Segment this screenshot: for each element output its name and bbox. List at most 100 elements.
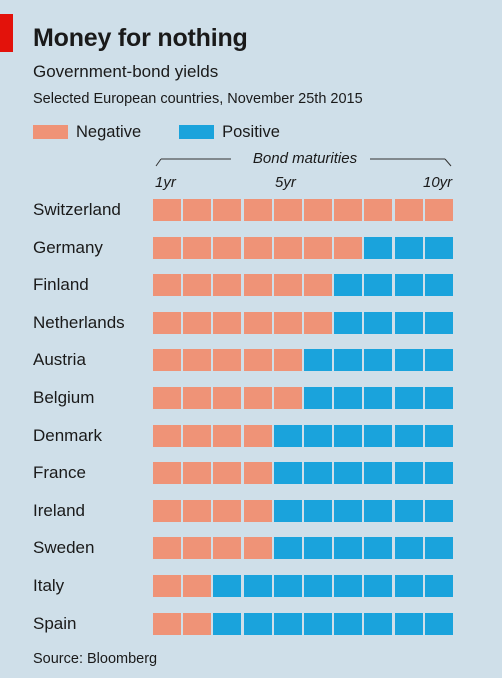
cell-austria-9yr (394, 349, 423, 372)
cell-ireland-4yr (243, 499, 272, 522)
cell-ireland-9yr (394, 499, 423, 522)
tick-label-5yr: 5yr (275, 174, 296, 191)
cell-denmark-9yr (394, 424, 423, 447)
cell-switzerland-10yr (424, 199, 453, 221)
cell-austria-10yr (424, 349, 453, 372)
cell-germany-4yr (243, 236, 272, 259)
cell-switzerland-1yr (153, 199, 181, 221)
cell-ireland-7yr (334, 499, 363, 522)
cell-netherlands-8yr (364, 311, 393, 334)
cell-sweden-1yr (153, 537, 181, 560)
row-label-italy: Italy (33, 576, 65, 595)
legend-label-positive: Positive (222, 122, 280, 141)
cell-france-1yr (153, 462, 181, 485)
cell-spain-4yr (243, 612, 272, 635)
cell-sweden-4yr (243, 537, 272, 560)
cell-belgium-4yr (243, 387, 272, 409)
cell-france-2yr (183, 462, 212, 485)
cell-italy-6yr (304, 575, 332, 597)
cell-italy-8yr (364, 575, 393, 597)
cell-italy-4yr (243, 575, 272, 597)
row-label-belgium: Belgium (33, 388, 95, 407)
cell-france-3yr (213, 462, 242, 485)
cell-switzerland-4yr (243, 199, 272, 221)
cell-denmark-4yr (243, 424, 272, 447)
cell-ireland-1yr (153, 499, 181, 522)
cell-ireland-8yr (364, 499, 393, 522)
cell-denmark-10yr (424, 424, 453, 447)
cell-germany-1yr (153, 236, 181, 259)
cell-france-9yr (394, 462, 423, 485)
legend: Negative Positive (33, 120, 318, 144)
cell-belgium-5yr (273, 387, 302, 409)
cell-sweden-7yr (334, 537, 363, 560)
cell-ireland-5yr (273, 499, 302, 522)
cell-switzerland-5yr (273, 199, 302, 221)
cell-finland-10yr (424, 274, 453, 297)
cell-france-7yr (334, 462, 363, 485)
cell-switzerland-9yr (394, 199, 423, 221)
cell-italy-5yr (273, 575, 302, 597)
cell-netherlands-3yr (213, 311, 242, 334)
cell-france-5yr (273, 462, 302, 485)
cell-spain-6yr (304, 612, 332, 635)
cell-italy-7yr (334, 575, 363, 597)
cell-germany-5yr (273, 236, 302, 259)
cell-sweden-9yr (394, 537, 423, 560)
cell-italy-2yr (183, 575, 212, 597)
cell-germany-3yr (213, 236, 242, 259)
legend-swatch-positive (179, 125, 215, 139)
cell-belgium-7yr (334, 387, 363, 409)
cell-spain-9yr (394, 612, 423, 635)
cell-spain-3yr (213, 612, 242, 635)
cell-denmark-5yr (273, 424, 302, 447)
cell-finland-8yr (364, 274, 393, 297)
cell-switzerland-7yr (334, 199, 363, 221)
cell-italy-10yr (424, 575, 453, 597)
cell-austria-8yr (364, 349, 393, 372)
cell-spain-5yr (273, 612, 302, 635)
cell-denmark-7yr (334, 424, 363, 447)
cell-switzerland-6yr (304, 199, 332, 221)
cell-spain-7yr (334, 612, 363, 635)
cell-netherlands-5yr (273, 311, 302, 334)
legend-swatch-negative (33, 125, 68, 139)
tick-label-10yr: 10yr (423, 174, 453, 191)
row-label-netherlands: Netherlands (33, 312, 125, 332)
cell-belgium-3yr (213, 387, 242, 409)
legend-item-negative: Negative (33, 123, 141, 142)
cell-finland-1yr (153, 274, 181, 297)
cell-germany-9yr (394, 236, 423, 259)
cell-austria-2yr (183, 349, 212, 372)
cell-spain-1yr (153, 612, 181, 635)
cell-netherlands-9yr (394, 311, 423, 334)
cell-austria-4yr (243, 349, 272, 372)
cell-france-4yr (243, 462, 272, 485)
cell-netherlands-1yr (153, 311, 181, 334)
cell-spain-2yr (183, 612, 212, 635)
cell-belgium-8yr (364, 387, 393, 409)
cell-belgium-9yr (394, 387, 423, 409)
cell-belgium-10yr (424, 387, 453, 409)
cell-spain-8yr (364, 612, 393, 635)
cell-austria-1yr (153, 349, 181, 372)
cell-finland-7yr (334, 274, 363, 297)
cell-denmark-3yr (213, 424, 242, 447)
cell-sweden-10yr (424, 537, 453, 560)
cell-switzerland-3yr (213, 199, 242, 221)
cell-sweden-5yr (273, 537, 302, 560)
chart-subtitle: Government-bond yields (33, 62, 219, 81)
cell-germany-8yr (364, 236, 393, 259)
cell-finland-5yr (273, 274, 302, 297)
cell-ireland-10yr (424, 499, 453, 522)
axis-title: Bond maturities (252, 150, 358, 167)
row-label-ireland: Ireland (33, 500, 85, 520)
row-label-switzerland: Switzerland (33, 200, 121, 219)
cell-finland-4yr (243, 274, 272, 297)
cell-netherlands-7yr (334, 311, 363, 334)
cell-germany-10yr (424, 236, 453, 259)
cell-italy-3yr (213, 575, 242, 597)
axis-bracket (155, 158, 452, 167)
cell-belgium-1yr (153, 387, 181, 409)
cell-germany-2yr (183, 236, 212, 259)
